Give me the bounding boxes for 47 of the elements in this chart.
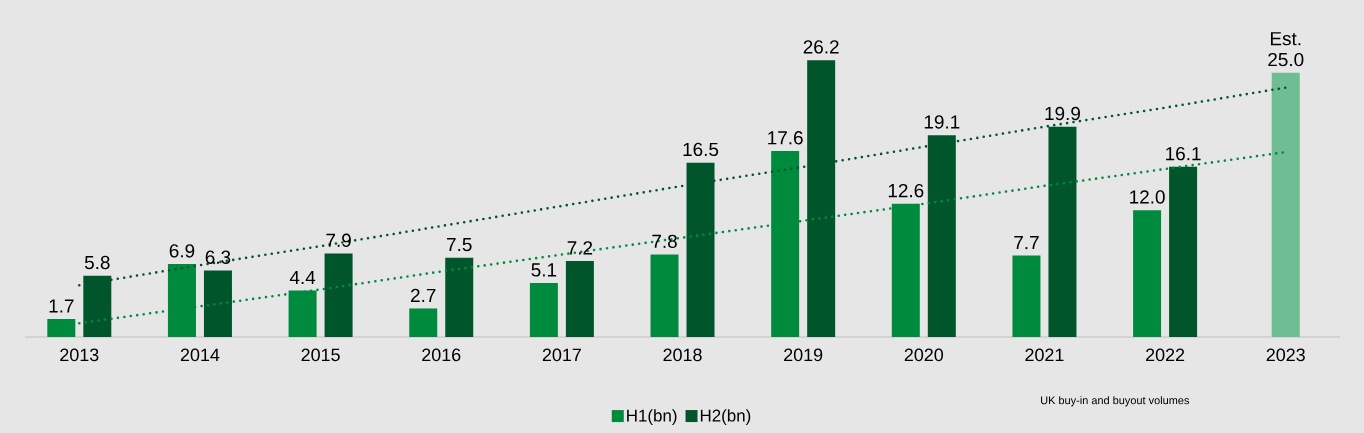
x-tick-label: 2020 bbox=[904, 348, 944, 362]
data-label: 26.2 bbox=[803, 40, 839, 54]
x-tick-label: 2018 bbox=[663, 348, 702, 362]
bar bbox=[47, 319, 76, 337]
bar bbox=[445, 257, 474, 337]
x-tick-label: 2023 bbox=[1266, 348, 1305, 362]
bar bbox=[203, 270, 232, 337]
data-label: 19.9 bbox=[1045, 106, 1080, 121]
data-label: 7.8 bbox=[652, 234, 677, 249]
data-label: Est. 25.0 bbox=[1268, 32, 1304, 67]
data-label: 6.9 bbox=[169, 244, 195, 258]
data-label: 12.6 bbox=[888, 183, 924, 198]
bar bbox=[1271, 72, 1300, 337]
bar bbox=[1169, 166, 1198, 337]
x-tick-label: 2016 bbox=[422, 348, 461, 362]
data-label: 16.5 bbox=[683, 142, 719, 157]
x-tick-label: 2014 bbox=[180, 348, 220, 362]
data-label: 6.3 bbox=[205, 250, 231, 264]
bar bbox=[650, 254, 679, 337]
bar bbox=[1012, 255, 1041, 337]
data-label: 1.7 bbox=[49, 299, 74, 313]
data-label: 5.1 bbox=[531, 263, 557, 277]
x-tick-label: 2019 bbox=[784, 348, 823, 362]
x-tick-label: 2022 bbox=[1146, 348, 1185, 362]
x-tick-label: 2015 bbox=[301, 348, 340, 362]
data-label: 19.1 bbox=[924, 115, 960, 129]
data-label: 7.2 bbox=[567, 241, 593, 255]
legend-label: H1(bn) bbox=[627, 409, 677, 425]
data-label: 7.9 bbox=[326, 233, 351, 247]
legend-label: H2(bn) bbox=[700, 409, 751, 425]
data-label: 7.7 bbox=[1014, 236, 1039, 250]
bar bbox=[565, 260, 594, 337]
data-label: 17.6 bbox=[768, 131, 803, 145]
bar bbox=[324, 253, 353, 337]
x-tick-label: 2021 bbox=[1025, 348, 1064, 362]
data-label: 16.1 bbox=[1166, 146, 1201, 161]
bar bbox=[1133, 210, 1162, 337]
text: UK buy-in and buyout volumes bbox=[1041, 396, 1190, 407]
data-label: 12.0 bbox=[1130, 190, 1165, 204]
data-label: 4.4 bbox=[289, 270, 316, 284]
bar bbox=[529, 283, 558, 337]
data-label: 5.8 bbox=[84, 255, 110, 270]
bar bbox=[409, 308, 438, 337]
data-label: 7.5 bbox=[447, 238, 472, 252]
x-tick-label: 2017 bbox=[542, 348, 581, 362]
data-label: 2.7 bbox=[411, 288, 436, 302]
x-tick-label: 2013 bbox=[60, 348, 99, 362]
